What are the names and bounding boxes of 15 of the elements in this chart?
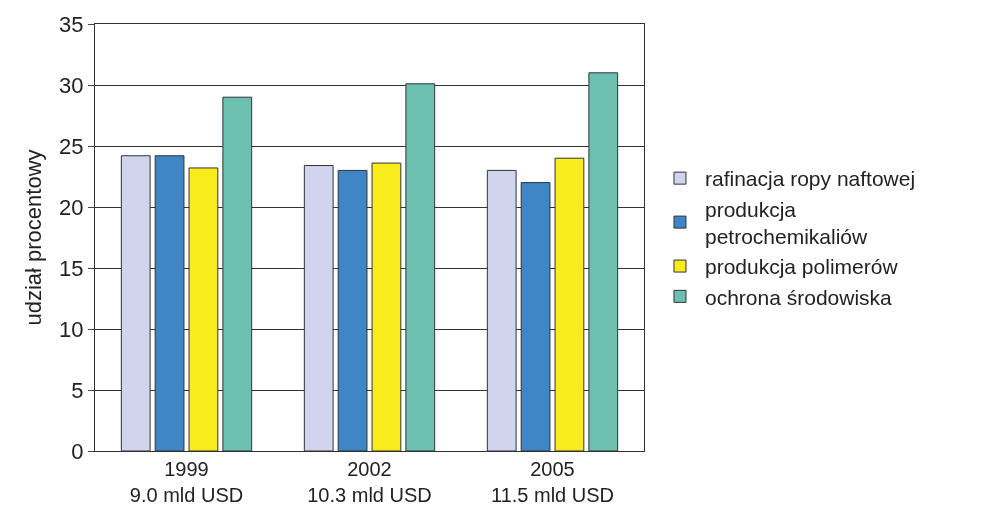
x-tick-label: 2005 11.5 mld USD bbox=[490, 458, 615, 506]
x-tick-label: 1999 9.0 mld USD bbox=[129, 458, 244, 506]
y-tick-label: 30 bbox=[59, 72, 84, 98]
y-tick-label: 20 bbox=[59, 194, 84, 220]
y-tick-label: 0 bbox=[71, 438, 84, 464]
y-tick-label: 10 bbox=[59, 316, 84, 342]
y-axis-title: udział procentowy bbox=[21, 149, 46, 326]
legend-label: produkcja polimerów bbox=[704, 255, 899, 279]
y-tick-label: 35 bbox=[59, 11, 84, 37]
y-tick-label: 5 bbox=[71, 377, 84, 403]
legend-label: ochrona środowiska bbox=[704, 285, 893, 309]
y-tick-label: 25 bbox=[59, 133, 84, 159]
y-tick-label: 15 bbox=[59, 255, 84, 281]
x-tick-label: 2002 10.3 mld USD bbox=[307, 458, 432, 506]
legend-label: rafinacja ropy naftowej bbox=[704, 167, 916, 191]
